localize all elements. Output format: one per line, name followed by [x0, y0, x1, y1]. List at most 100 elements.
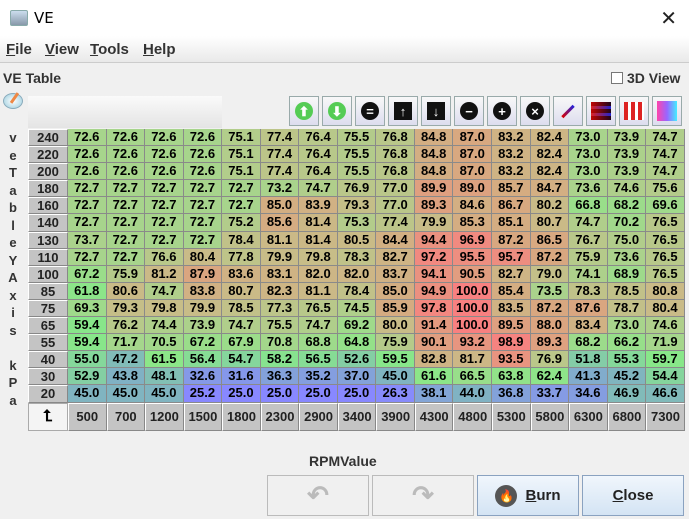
table-cell[interactable]: 83.9 [299, 197, 338, 215]
table-cell[interactable]: 46.9 [607, 385, 647, 403]
table-cell[interactable]: 35.2 [299, 368, 338, 386]
column-header[interactable]: 3900 [376, 402, 415, 431]
table-cell[interactable]: 74.6 [607, 180, 647, 198]
view-3d-checkbox[interactable]: 3D View [611, 70, 680, 86]
table-cell[interactable]: 82.4 [530, 129, 570, 147]
table-cell[interactable]: 55.0 [68, 351, 107, 369]
table-cell[interactable]: 83.8 [183, 282, 223, 300]
table-cell[interactable]: 73.2 [260, 180, 300, 198]
table-cell[interactable]: 80.6 [106, 282, 146, 300]
column-header[interactable]: 2300 [260, 402, 300, 431]
table-cell[interactable]: 80.4 [183, 248, 223, 266]
table-cell[interactable]: 73.9 [607, 129, 647, 147]
table-cell[interactable]: 73.6 [607, 248, 647, 266]
table-cell[interactable]: 74.5 [337, 299, 377, 318]
value-field[interactable] [28, 96, 222, 128]
table-cell[interactable]: 77.0 [376, 180, 415, 198]
table-cell[interactable]: 54.7 [222, 351, 261, 369]
edit-icon[interactable] [3, 93, 23, 109]
add-button[interactable]: + [487, 96, 517, 126]
table-cell[interactable]: 82.0 [299, 265, 338, 283]
table-cell[interactable]: 81.1 [260, 231, 300, 249]
table-cell[interactable]: 85.0 [376, 282, 415, 300]
table-cell[interactable]: 72.6 [106, 163, 146, 181]
table-cell[interactable]: 80.0 [376, 317, 415, 335]
table-cell[interactable]: 73.0 [607, 317, 647, 335]
row-header[interactable]: 20 [28, 385, 68, 403]
table-cell[interactable]: 80.7 [222, 282, 261, 300]
row-header[interactable]: 55 [28, 334, 68, 352]
table-cell[interactable]: 82.8 [414, 351, 454, 369]
table-cell[interactable]: 78.4 [222, 231, 261, 249]
row-header[interactable]: 200 [28, 163, 68, 181]
table-cell[interactable]: 71.7 [106, 334, 146, 352]
table-cell[interactable]: 72.6 [106, 146, 146, 164]
table-cell[interactable]: 80.5 [337, 231, 377, 249]
table-cell[interactable]: 93.2 [453, 334, 493, 352]
table-cell[interactable]: 85.4 [492, 282, 531, 300]
table-cell[interactable]: 76.5 [646, 265, 685, 283]
table-cell[interactable]: 73.0 [569, 129, 608, 147]
burn-button[interactable]: 🔥 Burn [477, 475, 579, 516]
table-cell[interactable]: 66.8 [569, 197, 608, 215]
table-cell[interactable]: 98.9 [492, 334, 531, 352]
table-cell[interactable]: 46.6 [646, 385, 685, 403]
table-cell[interactable]: 75.9 [376, 334, 415, 352]
table-cell[interactable]: 70.5 [145, 334, 184, 352]
checkbox-box[interactable] [611, 72, 623, 84]
table-cell[interactable]: 44.0 [453, 385, 493, 403]
table-cell[interactable]: 74.1 [569, 265, 608, 283]
table-cell[interactable]: 90.1 [414, 334, 454, 352]
table-cell[interactable]: 80.7 [530, 214, 570, 232]
column-header[interactable]: 1500 [183, 402, 223, 431]
table-cell[interactable]: 25.0 [222, 385, 261, 403]
table-cell[interactable]: 67.9 [222, 334, 261, 352]
table-cell[interactable]: 84.8 [414, 146, 454, 164]
table-cell[interactable]: 59.5 [376, 351, 415, 369]
table-cell[interactable]: 79.3 [106, 299, 146, 318]
table-cell[interactable]: 54.4 [646, 368, 685, 386]
table-cell[interactable]: 83.2 [492, 129, 531, 147]
table-cell[interactable]: 72.6 [145, 163, 184, 181]
table-cell[interactable]: 48.1 [145, 368, 184, 386]
menu-file[interactable]: File [6, 41, 32, 58]
table-cell[interactable]: 74.7 [145, 282, 184, 300]
table-cell[interactable]: 55.3 [607, 351, 647, 369]
table-cell[interactable]: 97.2 [414, 248, 454, 266]
table-cell[interactable]: 75.1 [222, 163, 261, 181]
table-cell[interactable]: 74.7 [646, 129, 685, 147]
table-cell[interactable]: 72.7 [145, 214, 184, 232]
table-cell[interactable]: 79.9 [183, 299, 223, 318]
row-header[interactable]: 85 [28, 282, 68, 300]
table-cell[interactable]: 72.6 [145, 129, 184, 147]
table-cell[interactable]: 75.6 [646, 180, 685, 198]
table-cell[interactable]: 72.7 [68, 248, 107, 266]
table-cell[interactable]: 74.7 [646, 163, 685, 181]
table-cell[interactable]: 72.7 [106, 180, 146, 198]
table-cell[interactable]: 81.4 [299, 214, 338, 232]
table-cell[interactable]: 68.2 [607, 197, 647, 215]
table-cell[interactable]: 79.9 [414, 214, 454, 232]
table-cell[interactable]: 36.3 [260, 368, 300, 386]
table-cell[interactable]: 72.7 [183, 197, 223, 215]
row-header[interactable]: 130 [28, 231, 68, 249]
table-cell[interactable]: 96.9 [453, 231, 493, 249]
table-cell[interactable]: 66.5 [453, 368, 493, 386]
table-cell[interactable]: 74.7 [222, 317, 261, 335]
table-cell[interactable]: 79.9 [260, 248, 300, 266]
column-header[interactable]: 5800 [530, 402, 570, 431]
table-cell[interactable]: 72.6 [183, 163, 223, 181]
table-cell[interactable]: 71.9 [646, 334, 685, 352]
table-cell[interactable]: 31.6 [222, 368, 261, 386]
table-cell[interactable]: 72.6 [183, 146, 223, 164]
table-cell[interactable]: 77.8 [222, 248, 261, 266]
table-cell[interactable]: 87.2 [530, 248, 570, 266]
column-header[interactable]: 6800 [607, 402, 647, 431]
table-cell[interactable]: 78.5 [222, 299, 261, 318]
table-cell[interactable]: 45.0 [68, 385, 107, 403]
table-cell[interactable]: 75.9 [106, 265, 146, 283]
multiply-button[interactable]: × [520, 96, 550, 126]
column-header[interactable]: 6300 [569, 402, 608, 431]
table-cell[interactable]: 95.5 [453, 248, 493, 266]
table-cell[interactable]: 59.7 [646, 351, 685, 369]
